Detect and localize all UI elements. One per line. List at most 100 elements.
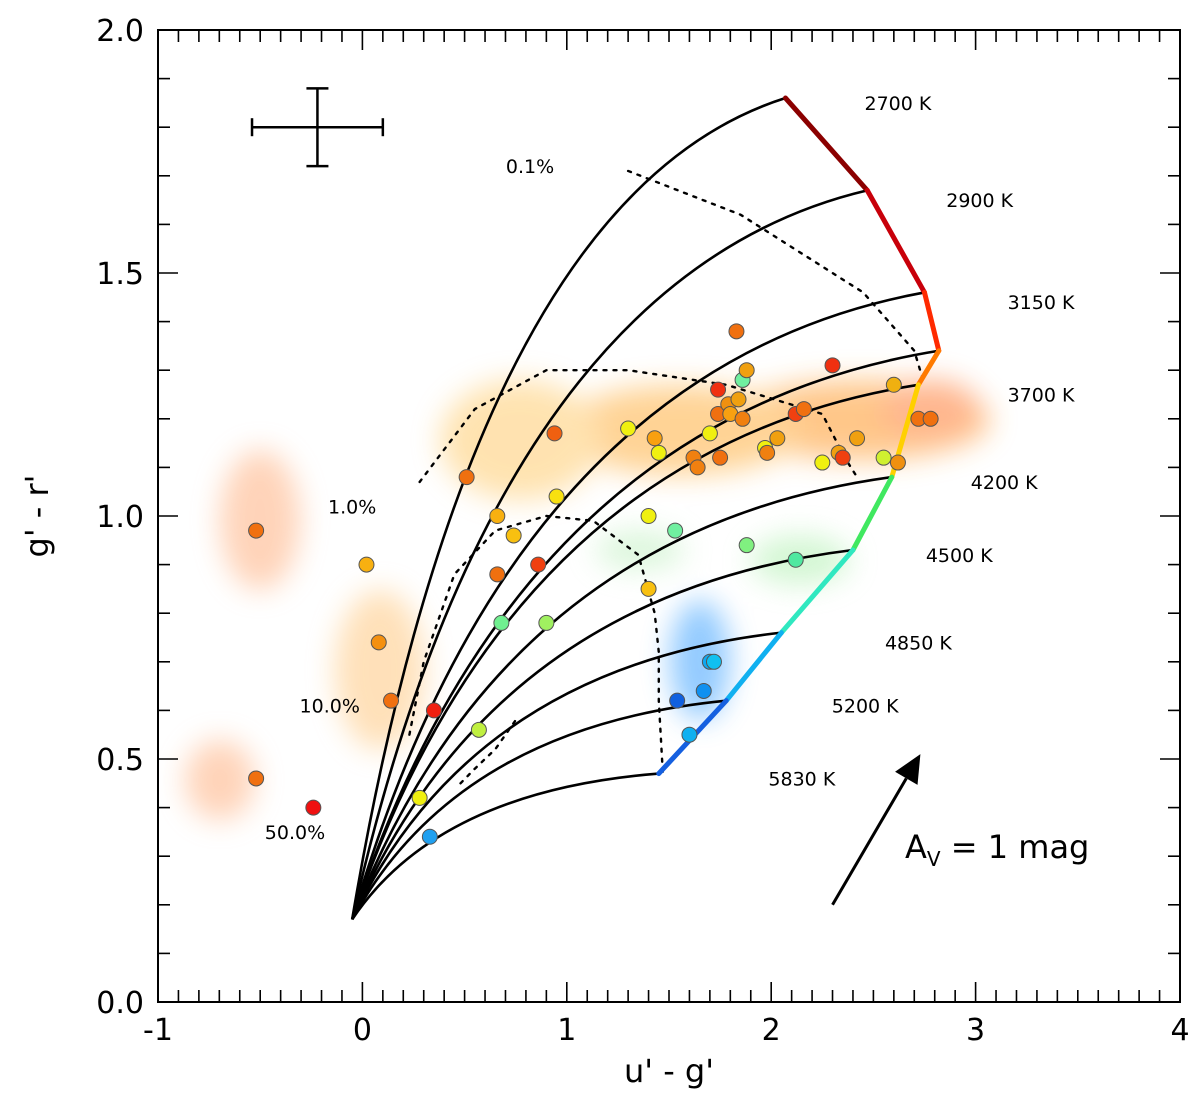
data-point — [712, 449, 729, 466]
x-tick-label: -1 — [143, 1013, 173, 1048]
data-point — [689, 459, 706, 476]
percent-label: 50.0% — [265, 822, 325, 844]
data-point — [546, 425, 563, 442]
data-point — [248, 770, 265, 787]
percent-labels: 0.1% 1.0% 10.0% 50.0% — [265, 156, 554, 844]
model-curve — [351, 699, 727, 921]
data-point — [383, 692, 400, 709]
percent-label: 10.0% — [300, 696, 360, 718]
data-point — [370, 634, 387, 651]
temperature-curve-segment — [723, 630, 784, 704]
temperature-curve-segment — [922, 289, 942, 354]
data-point — [824, 357, 841, 374]
data-point — [505, 527, 522, 544]
x-tick-label: 3 — [966, 1013, 985, 1048]
data-point — [470, 721, 487, 738]
data-point — [695, 682, 712, 699]
model-curve — [350, 349, 940, 920]
data-point — [640, 508, 657, 524]
temperature-labels: 2700 K 2900 K 3150 K 3700 K 4200 K 4500 K 4850… — [768, 93, 1075, 791]
y-axis-label: g' - r' — [18, 475, 56, 558]
data-point — [458, 469, 475, 486]
data-point — [538, 614, 555, 631]
model-curves — [350, 96, 940, 921]
data-point — [875, 449, 892, 466]
data-point — [787, 551, 804, 568]
temperature-label: 3150 K — [1008, 292, 1075, 314]
temperature-curve-segment — [778, 547, 856, 636]
data-point — [759, 444, 776, 461]
temperature-label: 5830 K — [768, 768, 835, 790]
data-point — [889, 454, 906, 471]
model-curve — [351, 772, 659, 921]
data-point — [730, 391, 747, 408]
model-curve — [351, 631, 782, 920]
data-point — [681, 726, 698, 743]
data-point — [548, 488, 565, 505]
temperature-label: 4500 K — [926, 545, 993, 567]
axis-ticks — [157, 29, 1181, 1003]
temperature-label: 3700 K — [1008, 385, 1075, 407]
data-point — [710, 381, 727, 398]
temperature-curve-segment — [864, 187, 927, 295]
density-background — [185, 380, 990, 820]
data-point — [305, 799, 322, 816]
percent-contour — [459, 718, 517, 785]
data-point — [922, 410, 939, 427]
data-point — [411, 789, 428, 806]
temperature-curve-segment — [915, 348, 942, 388]
model-curve — [350, 475, 892, 920]
percent-contours — [408, 169, 926, 785]
data-point — [738, 362, 755, 379]
temperature-label: 4850 K — [885, 632, 952, 654]
x-tick-label: 1 — [557, 1013, 576, 1048]
data-point — [489, 508, 506, 524]
data-point — [421, 828, 438, 845]
model-curve — [350, 291, 925, 920]
temperature-label: 5200 K — [832, 696, 899, 718]
data-point — [734, 410, 751, 427]
data-point — [248, 522, 265, 539]
temperature-curve — [656, 95, 942, 777]
temperature-label: 4200 K — [971, 472, 1038, 494]
data-points — [248, 323, 939, 845]
extinction-arrow-head — [895, 754, 921, 785]
data-point — [646, 430, 663, 447]
data-point — [701, 425, 718, 442]
x-tick-label: 0 — [353, 1013, 372, 1048]
extinction-vector: AV = 1 mag — [831, 754, 1089, 906]
model-curve — [350, 96, 786, 920]
data-point — [849, 430, 866, 447]
y-tick-labels: 0.0 0.5 1.0 1.5 2.0 — [96, 14, 144, 1021]
data-point — [834, 449, 851, 466]
data-point — [530, 556, 547, 573]
data-point — [489, 566, 506, 583]
data-point — [885, 376, 902, 393]
temperature-curve-segment — [850, 474, 895, 553]
y-tick-label: 0.0 — [96, 986, 144, 1021]
model-curve — [350, 548, 854, 920]
y-tick-label: 1.0 — [96, 500, 144, 535]
y-tick-label: 1.5 — [96, 257, 144, 292]
percent-label: 0.1% — [506, 156, 554, 178]
data-point — [620, 420, 637, 437]
percent-label: 1.0% — [328, 496, 376, 518]
y-tick-label: 2.0 — [96, 14, 144, 49]
model-curve — [350, 189, 868, 920]
x-axis-label: u' - g' — [624, 1052, 714, 1090]
data-point — [814, 454, 831, 471]
x-tick-label: 4 — [1170, 1013, 1189, 1048]
temperature-curve-segment — [783, 95, 870, 193]
temperature-label: 2900 K — [946, 190, 1013, 212]
extinction-label: AV = 1 mag — [905, 828, 1089, 871]
data-point — [738, 537, 755, 554]
data-point — [769, 430, 786, 447]
y-tick-label: 0.5 — [96, 743, 144, 778]
data-point — [669, 692, 686, 709]
data-point — [795, 401, 812, 418]
data-point — [650, 444, 667, 461]
x-tick-label: 2 — [762, 1013, 781, 1048]
data-point — [640, 580, 657, 597]
percent-contour — [408, 514, 665, 775]
